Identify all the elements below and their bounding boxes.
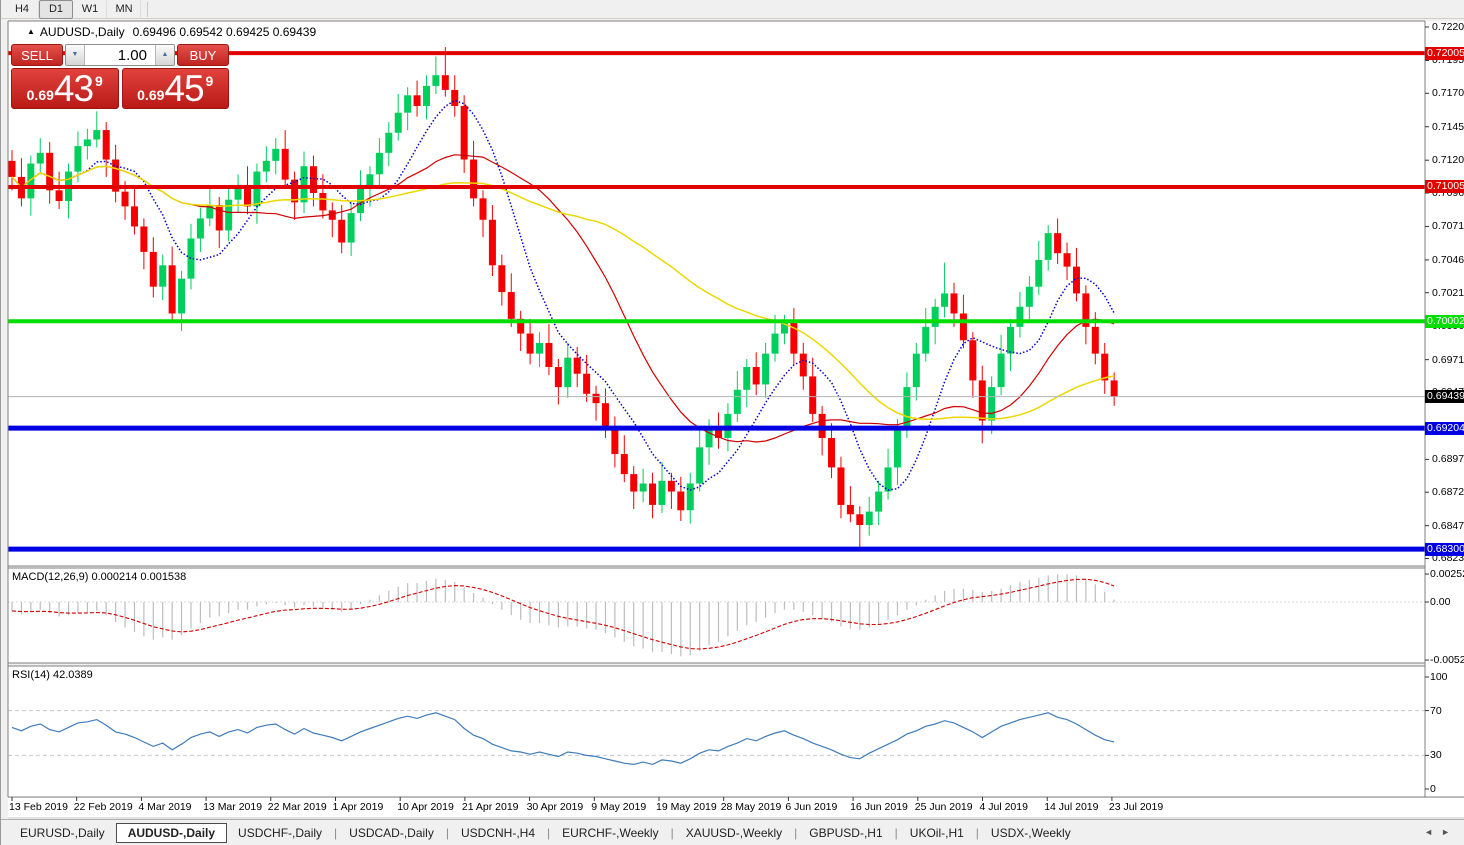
- ohlc-values: 0.69496 0.69542 0.69425 0.69439: [132, 25, 317, 39]
- buy-price-pipette: 9: [205, 73, 214, 89]
- tab-separator: |: [975, 825, 979, 840]
- tab-usdx-weekly[interactable]: USDX-,Weekly: [990, 825, 1071, 840]
- tab-separator: |: [794, 825, 798, 840]
- tab-xauusd-weekly[interactable]: XAUUSD-,Weekly: [685, 825, 783, 840]
- volume-increase-icon[interactable]: ▲: [155, 45, 174, 65]
- buy-price-main: 45: [164, 67, 204, 109]
- sell-price-main: 43: [53, 67, 94, 109]
- tab-separator: |: [670, 825, 674, 840]
- timeframe-toolbar: H4 D1 W1 MN: [1, 0, 1464, 19]
- timeframe-button-d1[interactable]: D1: [39, 0, 73, 19]
- tab-eurusd-daily[interactable]: EURUSD-,Daily: [20, 825, 105, 840]
- toolbar-separator: [147, 1, 148, 17]
- buy-button[interactable]: BUY: [177, 44, 229, 66]
- macd-indicator-label: MACD(12,26,9) 0.000214 0.001538: [12, 571, 187, 583]
- tab-usdcnh-h4[interactable]: USDCNH-,H4: [460, 825, 535, 840]
- symbol-period-label: AUDUSD-,Daily: [39, 25, 125, 39]
- tab-audusd-daily[interactable]: AUDUSD-,Daily: [115, 822, 228, 843]
- volume-decrease-icon[interactable]: ▼: [66, 45, 85, 65]
- buy-price-prefix: 0.69: [137, 87, 165, 103]
- tab-scroll-left-icon[interactable]: ◄: [1424, 827, 1442, 837]
- sell-button[interactable]: SELL: [11, 44, 63, 66]
- tab-usdchf-daily[interactable]: USDCHF-,Daily: [238, 825, 323, 840]
- tab-usdcad-daily[interactable]: USDCAD-,Daily: [349, 825, 434, 840]
- tab-scroll-right-icon[interactable]: ►: [1441, 827, 1458, 837]
- tab-separator: |: [894, 825, 898, 840]
- collapse-triangle-icon: ▲: [27, 27, 35, 36]
- timeframe-button-w1[interactable]: W1: [73, 0, 107, 19]
- sell-price-button[interactable]: 0.69 43 9: [11, 68, 119, 109]
- timeframe-button-mn[interactable]: MN: [107, 0, 141, 19]
- chart-tab-bar: EURUSD-,Daily AUDUSD-,Daily USDCHF-,Daily |…: [1, 819, 1464, 845]
- tab-eurchf-weekly[interactable]: EURCHF-,Weekly: [562, 825, 659, 840]
- timeframe-button-h4[interactable]: H4: [5, 0, 39, 19]
- tab-gbpusd-h1[interactable]: GBPUSD-,H1: [809, 825, 883, 840]
- sell-price-prefix: 0.69: [26, 87, 54, 103]
- volume-input[interactable]: [85, 45, 155, 65]
- tab-separator: |: [547, 825, 551, 840]
- volume-stepper: ▼ ▲: [65, 44, 175, 66]
- tab-separator: |: [445, 825, 449, 840]
- buy-price-button[interactable]: 0.69 45 9: [121, 67, 229, 109]
- tab-ukoil-h1[interactable]: UKOil-,H1: [909, 825, 964, 840]
- tab-separator: |: [334, 825, 338, 840]
- rsi-indicator-label: RSI(14) 42.0389: [12, 669, 93, 681]
- sell-price-pipette: 9: [95, 73, 103, 89]
- chart-title: ▲ AUDUSD-,Daily 0.69496 0.69542 0.69425 0.…: [27, 25, 316, 39]
